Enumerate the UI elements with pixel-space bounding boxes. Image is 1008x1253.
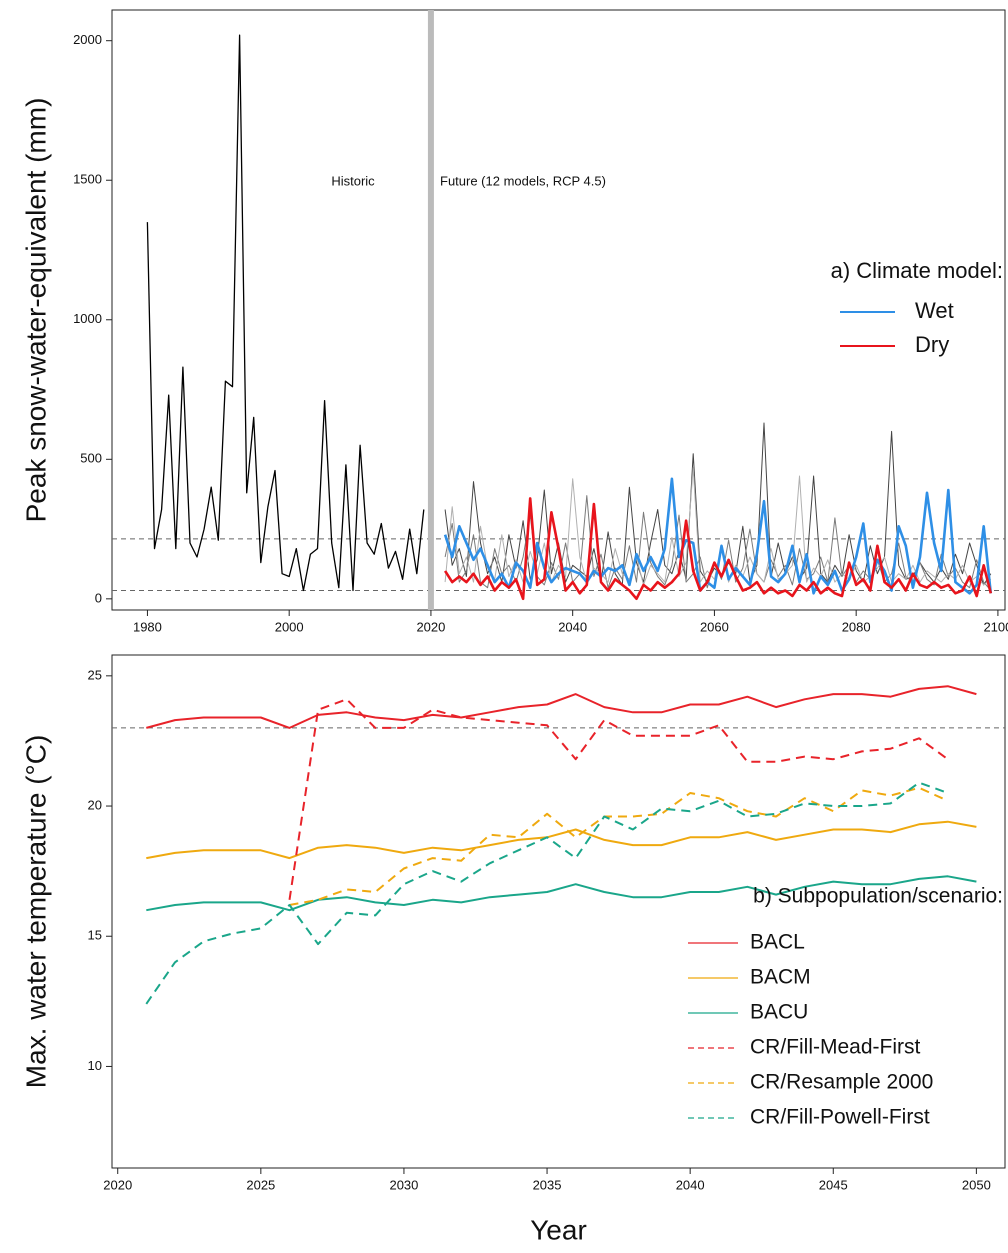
series-line bbox=[288, 698, 949, 900]
legend-label: CR/Fill-Mead-First bbox=[750, 1036, 920, 1059]
x-tick-label: 2035 bbox=[533, 1177, 562, 1192]
legend-label: Wet bbox=[915, 298, 954, 323]
x-tick-label: 2025 bbox=[246, 1177, 275, 1192]
plot-frame bbox=[111, 9, 1006, 611]
x-tick-label: 2060 bbox=[700, 619, 729, 634]
y-tick-label: 2000 bbox=[73, 32, 102, 47]
annotation: Historic bbox=[331, 173, 375, 188]
series-line bbox=[289, 786, 949, 906]
series-line bbox=[146, 875, 977, 912]
legend-label: BACM bbox=[750, 966, 811, 989]
series-line bbox=[146, 685, 977, 729]
x-tick-label: 2020 bbox=[416, 619, 445, 634]
x-tick-label: 1980 bbox=[133, 619, 162, 634]
y-tick-label: 500 bbox=[80, 451, 102, 466]
x-tick-label: 2050 bbox=[962, 1177, 991, 1192]
y-tick-label: 10 bbox=[88, 1058, 102, 1073]
x-tick-label: 2020 bbox=[103, 1177, 132, 1192]
legend-title: a) Climate model: bbox=[831, 258, 1003, 283]
x-axis-label: Year bbox=[530, 1214, 587, 1245]
x-tick-label: 2000 bbox=[275, 619, 304, 634]
x-tick-label: 2045 bbox=[819, 1177, 848, 1192]
legend-title: b) Subpopulation/scenario: bbox=[753, 885, 1003, 908]
legend-label: CR/Resample 2000 bbox=[750, 1071, 933, 1094]
y-tick-label: 15 bbox=[88, 928, 102, 943]
series-line bbox=[146, 820, 977, 860]
y-tick-label: 0 bbox=[95, 590, 102, 605]
x-tick-label: 2030 bbox=[389, 1177, 418, 1192]
x-tick-label: 2080 bbox=[842, 619, 871, 634]
y-tick-label: 1000 bbox=[73, 311, 102, 326]
series-line bbox=[145, 781, 949, 1005]
plot-frame bbox=[111, 654, 1006, 1169]
y-tick-label: 1500 bbox=[73, 172, 102, 187]
legend-label: Dry bbox=[915, 332, 949, 357]
legend-label: BACL bbox=[750, 931, 805, 954]
annotation: Future (12 models, RCP 4.5) bbox=[440, 173, 606, 188]
historic-line bbox=[146, 34, 425, 592]
legend-label: BACU bbox=[750, 1001, 808, 1024]
y-tick-label: 20 bbox=[88, 797, 102, 812]
legend-label: CR/Fill-Powell-First bbox=[750, 1106, 930, 1129]
x-tick-label: 2040 bbox=[558, 619, 587, 634]
y-axis-label: Peak snow-water-equivalent (mm) bbox=[20, 98, 51, 523]
y-axis-label: Max. water temperature (°C) bbox=[20, 735, 51, 1089]
y-tick-label: 25 bbox=[88, 667, 102, 682]
x-tick-label: 2040 bbox=[676, 1177, 705, 1192]
series-line bbox=[444, 497, 993, 601]
